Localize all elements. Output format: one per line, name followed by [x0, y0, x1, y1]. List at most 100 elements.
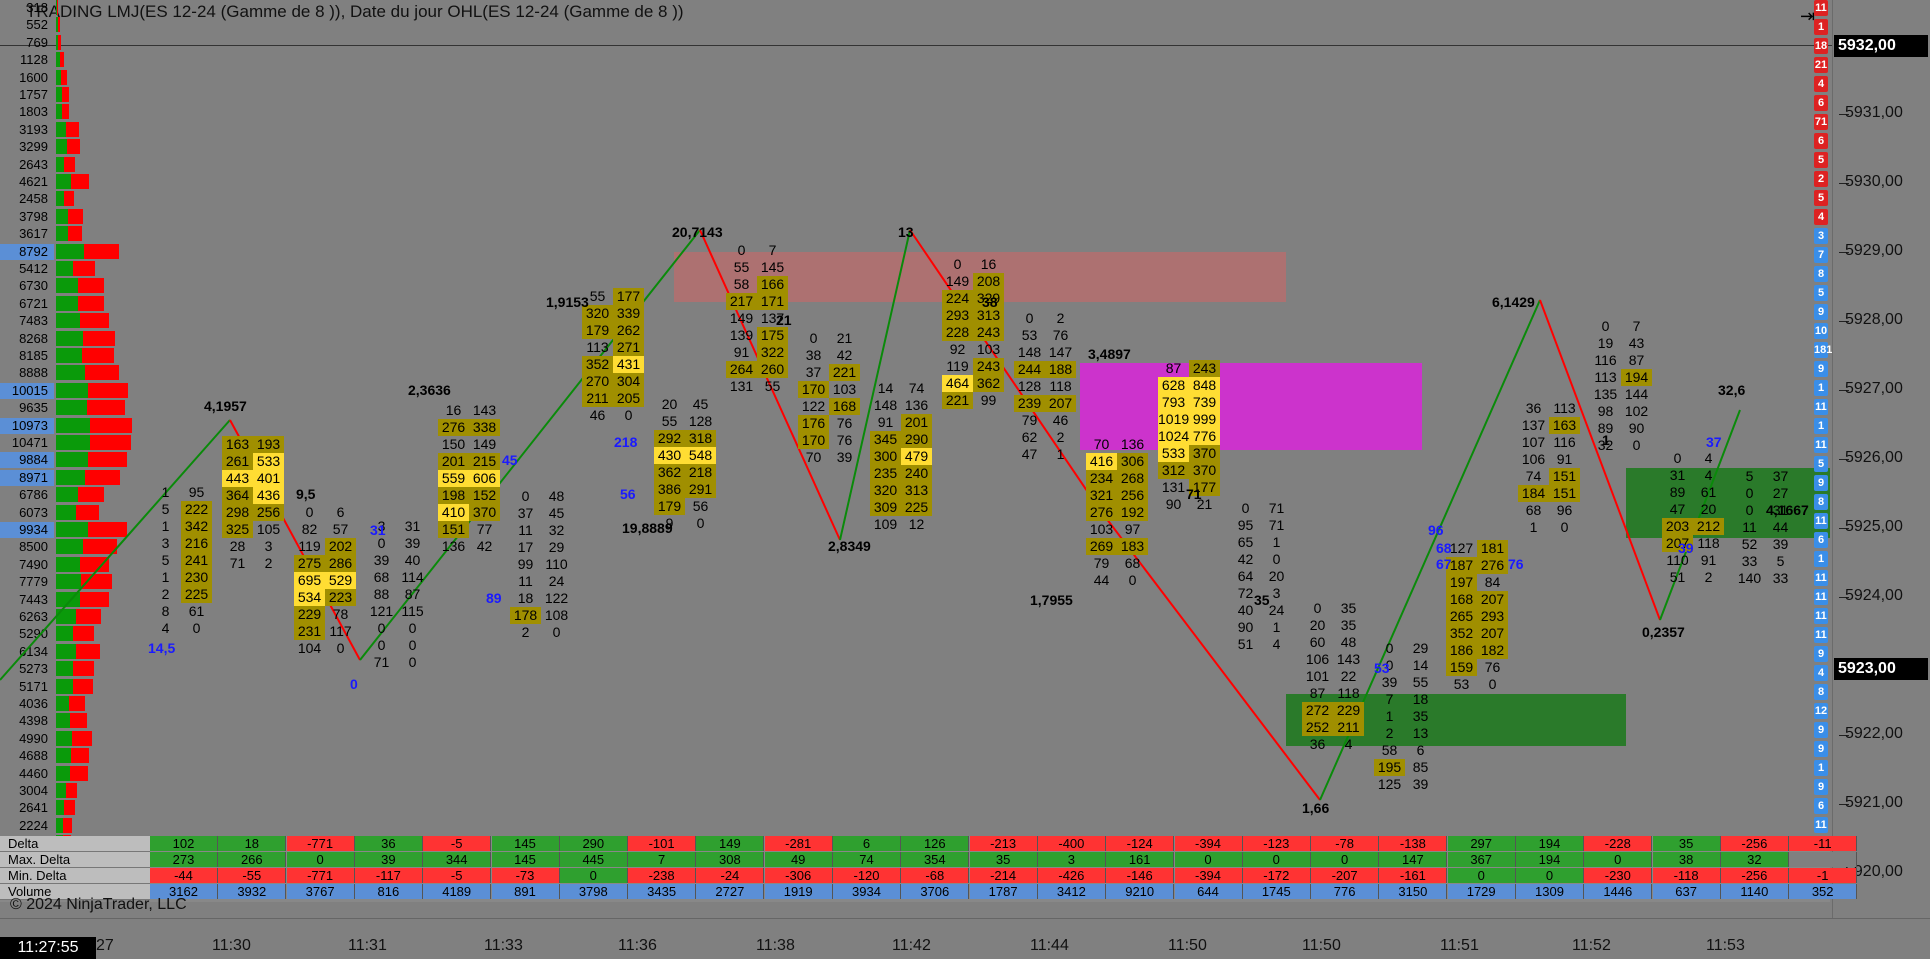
stats-cell: 290 — [559, 836, 628, 851]
bid-cell: 8 — [161, 603, 170, 619]
ask-cell: 0 — [1632, 437, 1641, 453]
footprint-chart[interactable]: 1 95 5 222 1 342 3 216 5 241 1 230 2 225 8 61 4 0 163 193 26… — [0, 0, 1830, 840]
footprint-bar[interactable]: 1 95 5 222 1 342 3 216 5 241 1 230 2 225 8 61 4 0 — [150, 484, 212, 637]
footprint-row: 104 0 — [294, 640, 356, 657]
ask-cell: 216 — [181, 535, 212, 552]
footprint-row: 300 479 — [870, 448, 932, 465]
footprint-bar[interactable]: 127 181 187 276 197 84 168 207 265 293 352 207 186 18… — [1446, 540, 1508, 693]
stats-cell: 74 — [833, 852, 901, 867]
footprint-bar[interactable]: 0 4 31 4 89 61 47 20 203 212 207 118 110 91 51 2 — [1662, 450, 1724, 586]
bid-cell: 695 — [294, 572, 325, 589]
level-badge: 6 — [1814, 133, 1828, 149]
ask-cell: 61 — [188, 603, 205, 619]
stats-cell: 161 — [1106, 852, 1175, 867]
bid-cell: 364 — [222, 487, 253, 504]
footprint-bar[interactable]: 5 37 0 27 0 31 11 44 52 39 33 5 140 33 — [1734, 468, 1796, 587]
volume-level-label: 7443 — [19, 591, 48, 607]
ask-cell: 13 — [1412, 725, 1429, 741]
footprint-bar[interactable]: 0 21 38 42 37 221 170 103 122 168 176 76 170 76 70 39 — [798, 330, 860, 466]
footprint-bar[interactable]: 14 74 148 136 91 201 345 290 300 479 235 240 320 313 3… — [870, 380, 932, 533]
bid-cell: 139 — [729, 327, 754, 343]
volume-bar-buy — [56, 382, 89, 398]
stats-cell: 3150 — [1379, 884, 1448, 899]
ask-cell: 105 — [256, 521, 281, 537]
ask-cell: 2 — [1056, 310, 1065, 326]
stats-cell: -256 — [1720, 836, 1789, 851]
footprint-row: 628 848 — [1158, 377, 1220, 394]
footprint-bar[interactable]: 3 31 0 39 39 40 68 114 88 87 121 115 0 0 0 0 71 0 — [366, 518, 428, 671]
ask-cell: 24 — [1268, 602, 1285, 618]
footprint-bar[interactable]: 87 243 628 848 793 739 1019 999 1024 776 533 370 312… — [1158, 360, 1220, 513]
bid-cell: 234 — [1086, 470, 1117, 487]
footprint-row: 128 118 — [1014, 378, 1076, 395]
footprint-bar[interactable]: 20 45 55 128 292 318 430 548 362 218 386 291 179 56 9 0 — [654, 396, 716, 532]
footprint-row: 293 313 — [942, 307, 1004, 324]
bid-cell: 3 — [377, 518, 386, 534]
time-label: 11:31 — [348, 937, 387, 954]
footprint-bar[interactable]: 0 16 149 208 224 329 293 313 228 243 92 103 119 243 46… — [942, 256, 1004, 409]
ask-cell: 194 — [1621, 369, 1652, 386]
bid-cell: 7 — [1385, 691, 1394, 707]
footprint-bar[interactable]: 0 48 37 45 11 32 17 29 99 110 11 24 18 122 178 108 2 0 — [510, 488, 572, 641]
ask-cell: 304 — [613, 373, 644, 390]
bid-cell: 264 — [726, 361, 757, 378]
level-badge: 9 — [1814, 304, 1828, 320]
footprint-bar[interactable]: 36 113 137 163 107 116 106 91 74 151 184 151 68 96 1 0 — [1518, 400, 1580, 536]
bid-cell: 51 — [1237, 636, 1254, 652]
footprint-row: 186 182 — [1446, 642, 1508, 659]
footprint-row: 321 256 — [1086, 487, 1148, 504]
volume-bar-sell — [84, 365, 120, 381]
bid-cell: 51 — [1669, 569, 1686, 585]
footprint-row: 163 193 — [222, 436, 284, 453]
ask-cell: 256 — [253, 504, 284, 521]
stats-cell: 35 — [1652, 836, 1721, 851]
footprint-row: 79 68 — [1086, 555, 1148, 572]
time-axis[interactable]: 11:27:55 27 11:30 11:31 11:33 11:36 11:38 11:4… — [0, 918, 1930, 959]
arrow-cursor-icon[interactable]: ⇥ — [1800, 6, 1816, 26]
ask-cell: 260 — [757, 361, 788, 378]
footprint-bar[interactable]: 55 177 320 339 179 262 113 271 352 431 270 304 211 20… — [582, 288, 644, 424]
volume-bar-sell — [89, 435, 131, 450]
footprint-bar[interactable]: 0 71 95 71 65 1 42 0 64 20 72 3 40 24 90 1 51 4 — [1230, 500, 1292, 653]
volume-bar-sell — [72, 678, 93, 694]
bid-cell: 320 — [582, 305, 613, 322]
bid-cell: 31 — [1669, 467, 1686, 483]
ask-cell: 24 — [548, 573, 565, 589]
ask-cell: 90 — [1628, 420, 1645, 436]
bid-cell: 239 — [1014, 395, 1045, 412]
bid-cell: 36 — [1525, 400, 1542, 416]
level-badge: 6 — [1814, 532, 1828, 548]
footprint-row: 137 163 — [1518, 417, 1580, 434]
bid-cell: 201 — [438, 453, 469, 470]
footprint-bar[interactable]: 0 7 19 43 116 87 113 194 135 144 98 102 89 90 32 0 — [1590, 318, 1652, 454]
stats-cell: 1309 — [1516, 884, 1584, 899]
volume-bar-sell — [70, 174, 89, 189]
volume-level-label: 5171 — [19, 678, 48, 694]
footprint-bar[interactable]: 70 136 416 306 234 268 321 256 276 192 103 97 269 183… — [1086, 436, 1148, 589]
bar-stat-label: 67 — [1436, 556, 1452, 572]
footprint-bar[interactable]: 0 6 82 57 119 202 275 286 695 529 534 223 229 78 231 11… — [294, 504, 356, 657]
stats-cell: -172 — [1242, 868, 1311, 883]
bid-cell: 534 — [294, 589, 325, 606]
volume-bar-sell — [67, 226, 82, 242]
volume-bar-sell — [61, 104, 69, 120]
stats-cell: 0 — [1242, 852, 1311, 867]
footprint-row: 239 207 — [1014, 395, 1076, 412]
volume-bar-sell — [61, 69, 68, 85]
footprint-row: 18 122 — [510, 590, 572, 607]
ask-cell: 188 — [1045, 361, 1076, 378]
footprint-bar[interactable]: 0 2 53 76 148 147 244 188 128 118 239 207 79 46 62 2 47 1 — [1014, 310, 1076, 463]
price-axis[interactable]: 5931,00 5930,00 5929,00 5928,00 5927,00 5926,… — [1832, 0, 1930, 918]
footprint-bar[interactable]: 0 29 0 14 39 55 7 18 1 35 2 13 58 6 195 85 125 39 — [1374, 640, 1436, 793]
footprint-row: 352 207 — [1446, 625, 1508, 642]
ask-cell: 362 — [973, 375, 1004, 392]
footprint-bar[interactable]: 0 7 55 145 58 166 217 171 149 137 139 175 91 322 264 26… — [726, 242, 788, 395]
ask-cell: 96 — [1556, 502, 1573, 518]
copyright: © 2024 NinjaTrader, LLC — [10, 896, 187, 913]
ask-cell: 290 — [901, 431, 932, 448]
footprint-bar[interactable]: 163 193 261 533 443 401 364 436 298 256 325 105 28 3 7… — [222, 436, 284, 572]
footprint-bar[interactable]: 0 35 20 35 60 48 106 143 101 22 87 118 272 229 252 211 3… — [1302, 600, 1364, 753]
footprint-bar[interactable]: 16 143 276 338 150 149 201 215 559 606 198 152 410 37… — [438, 402, 500, 555]
